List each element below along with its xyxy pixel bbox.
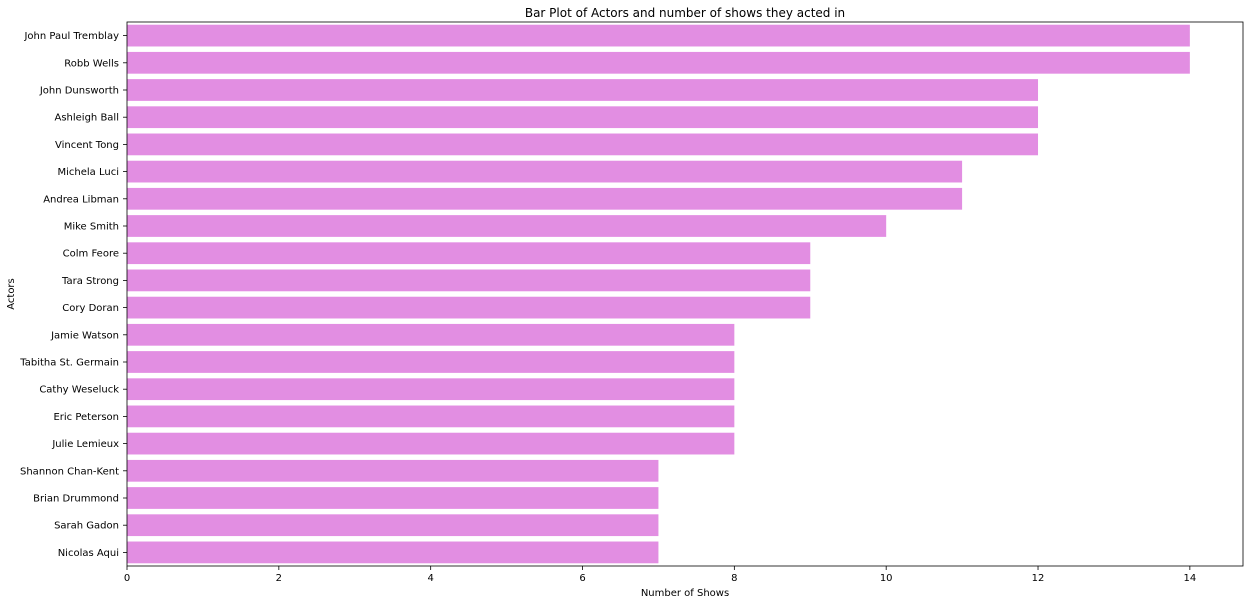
bar-brian-drummond xyxy=(127,487,659,509)
bars-group xyxy=(127,24,1190,564)
bar-tara-strong xyxy=(127,269,811,292)
bar-andrea-libman xyxy=(127,187,963,210)
chart-title: Bar Plot of Actors and number of shows t… xyxy=(525,6,845,20)
y-tick-label: Eric Peterson xyxy=(53,412,119,423)
y-tick-label: Tabitha St. Germain xyxy=(19,358,119,369)
x-tick-label: 6 xyxy=(579,573,585,584)
bar-shannon-chan-kent xyxy=(127,459,659,482)
bar-sarah-gadon xyxy=(127,514,659,537)
bar-cory-doran xyxy=(127,296,811,319)
bar-eric-peterson xyxy=(127,405,735,428)
bar-cathy-weseluck xyxy=(127,378,735,401)
y-tick-label: Julie Lemieux xyxy=(51,439,119,450)
y-tick-label: John Paul Tremblay xyxy=(23,31,119,42)
x-axis-label: Number of Shows xyxy=(641,588,729,599)
x-tick-label: 0 xyxy=(124,573,130,584)
x-tick-label: 12 xyxy=(1032,573,1045,584)
bar-ashleigh-ball xyxy=(127,106,1039,129)
x-tick-label: 2 xyxy=(276,573,282,584)
bar-jamie-watson xyxy=(127,323,735,346)
y-tick-label: Vincent Tong xyxy=(55,140,119,151)
y-tick-label: Robb Wells xyxy=(64,58,119,69)
bar-colm-feore xyxy=(127,242,811,265)
bar-john-paul-tremblay xyxy=(127,24,1190,47)
y-tick-label: Cathy Weseluck xyxy=(39,385,119,396)
bar-michela-luci xyxy=(127,160,963,183)
y-tick-label: Brian Drummond xyxy=(33,494,119,505)
bar-vincent-tong xyxy=(127,133,1039,156)
bar-robb-wells xyxy=(127,51,1190,74)
y-tick-labels: John Paul Tremblay Robb Wells John Dunswor… xyxy=(19,31,127,559)
y-tick-label: Shannon Chan-Kent xyxy=(20,466,119,477)
x-tick-label: 10 xyxy=(880,573,893,584)
bar-mike-smith xyxy=(127,215,887,237)
bar-tabitha-st-germain xyxy=(127,351,735,373)
x-tick-label: 4 xyxy=(427,573,433,584)
y-axis-label: Actors xyxy=(6,278,17,310)
x-tick-label: 8 xyxy=(731,573,737,584)
y-tick-label: John Dunsworth xyxy=(39,86,119,97)
y-tick-label: Michela Luci xyxy=(58,167,120,178)
y-tick-label: Colm Feore xyxy=(63,249,119,260)
y-tick-label: Mike Smith xyxy=(64,222,119,233)
y-tick-label: Cory Doran xyxy=(62,303,119,314)
bar-julie-lemieux xyxy=(127,432,735,455)
y-tick-label: Sarah Gadon xyxy=(54,521,119,532)
plot-frame xyxy=(126,21,1244,567)
y-tick-label: Andrea Libman xyxy=(43,194,119,205)
x-tick-label: 14 xyxy=(1183,573,1196,584)
y-tick-label: Ashleigh Ball xyxy=(54,113,119,124)
y-tick-label: Nicolas Aqui xyxy=(58,548,119,559)
x-tick-labels: 0 2 4 6 8 10 12 14 xyxy=(124,566,1196,584)
y-tick-label: Tara Strong xyxy=(61,276,119,287)
bar-nicolas-aqui xyxy=(127,541,659,564)
y-tick-label: Jamie Watson xyxy=(50,330,119,341)
bar-john-dunsworth xyxy=(127,79,1039,101)
